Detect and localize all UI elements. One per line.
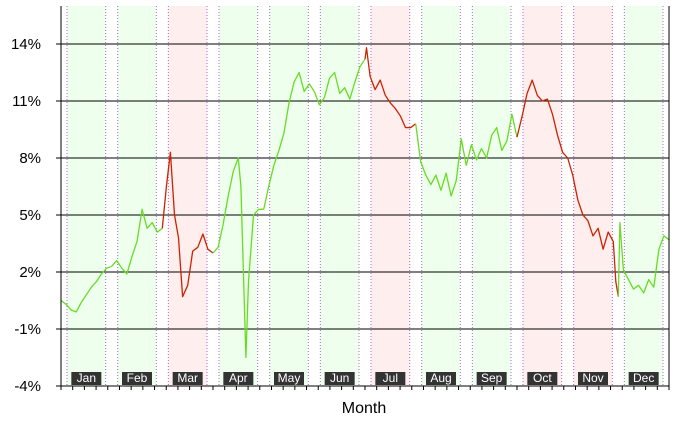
month-band-jul: [371, 6, 410, 386]
month-label-box: [375, 372, 406, 385]
month-label-box: [578, 372, 608, 385]
month-band-aug: [421, 6, 461, 386]
month-label-box: [527, 372, 558, 385]
month-label-box: [476, 372, 507, 385]
month-label-text: Nov: [582, 371, 603, 385]
series-line-may: [263, 71, 315, 210]
month-band-jan: [67, 6, 106, 386]
month-band-may: [269, 6, 309, 386]
month-band-nov: [573, 6, 613, 386]
month-label-text: Mar: [177, 371, 198, 385]
month-labels: Jan Feb Mar Apr May Jun Jul Aug Sep Oct Nov Dec: [71, 371, 659, 385]
y-tick-label: 2%: [19, 264, 41, 281]
month-label-jul: Jul: [375, 371, 406, 385]
month-band-sep: [472, 6, 511, 386]
month-band-mar: [168, 6, 207, 386]
month-label-box: [274, 372, 304, 385]
month-band-feb: [117, 6, 157, 386]
month-label-box: [324, 372, 355, 385]
month-label-dec: Dec: [628, 371, 659, 385]
month-band-apr: [219, 6, 258, 386]
month-label-jun: Jun: [324, 371, 355, 385]
series-line-dec: [617, 221, 670, 297]
series-line-apr: [212, 157, 264, 359]
month-label-sep: Sep: [476, 371, 507, 385]
series-line-sep: [465, 113, 518, 166]
month-label-apr: Apr: [223, 371, 254, 385]
series-line-aug: [415, 123, 467, 197]
y-tick-label: 5%: [19, 207, 41, 224]
month-label-jan: Jan: [71, 371, 102, 385]
month-label-box: [71, 372, 102, 385]
y-tick-label: -4%: [14, 378, 41, 395]
month-label-text: Feb: [127, 371, 148, 385]
x-axis-title: Month: [342, 400, 386, 417]
month-label-may: May: [274, 371, 304, 385]
series-line-oct: [516, 79, 569, 159]
y-tick-label: 11%: [12, 93, 41, 110]
month-label-box: [223, 372, 254, 385]
y-tick-labels: -4% -1% 2% 5% 8% 11% 14%: [11, 36, 41, 395]
month-band-oct: [523, 6, 562, 386]
month-label-text: Oct: [533, 371, 552, 385]
month-label-text: Jun: [330, 371, 349, 385]
series-line-nov: [567, 157, 619, 297]
month-label-aug: Aug: [426, 371, 456, 385]
series-line-jul: [364, 47, 417, 129]
month-band-jun: [320, 6, 359, 386]
month-label-box: [122, 372, 152, 385]
month-label-text: Apr: [229, 371, 248, 385]
month-label-box: [426, 372, 456, 385]
series-line-mar: [161, 151, 214, 298]
month-label-text: Jan: [77, 371, 96, 385]
series-line-jun: [313, 58, 366, 106]
y-tick-label: -1%: [14, 321, 41, 338]
series-line-feb: [111, 208, 163, 275]
month-label-text: Aug: [430, 371, 451, 385]
month-band-dec: [624, 6, 663, 386]
month-label-box: [172, 372, 203, 385]
axes: [56, 6, 670, 390]
month-label-text: Jul: [383, 371, 398, 385]
series-line-jan: [60, 265, 112, 313]
month-bands: [67, 6, 663, 386]
month-label-text: Sep: [481, 371, 503, 385]
month-label-nov: Nov: [578, 371, 608, 385]
month-label-box: [628, 372, 659, 385]
month-label-oct: Oct: [527, 371, 558, 385]
y-tick-label: 8%: [19, 150, 41, 167]
month-label-feb: Feb: [122, 371, 152, 385]
month-label-mar: Mar: [172, 371, 203, 385]
y-tick-label: 14%: [11, 36, 41, 53]
month-label-text: May: [278, 371, 301, 385]
series-lines: [60, 47, 670, 359]
grid-lines: [61, 43, 669, 330]
month-label-text: Dec: [633, 371, 654, 385]
